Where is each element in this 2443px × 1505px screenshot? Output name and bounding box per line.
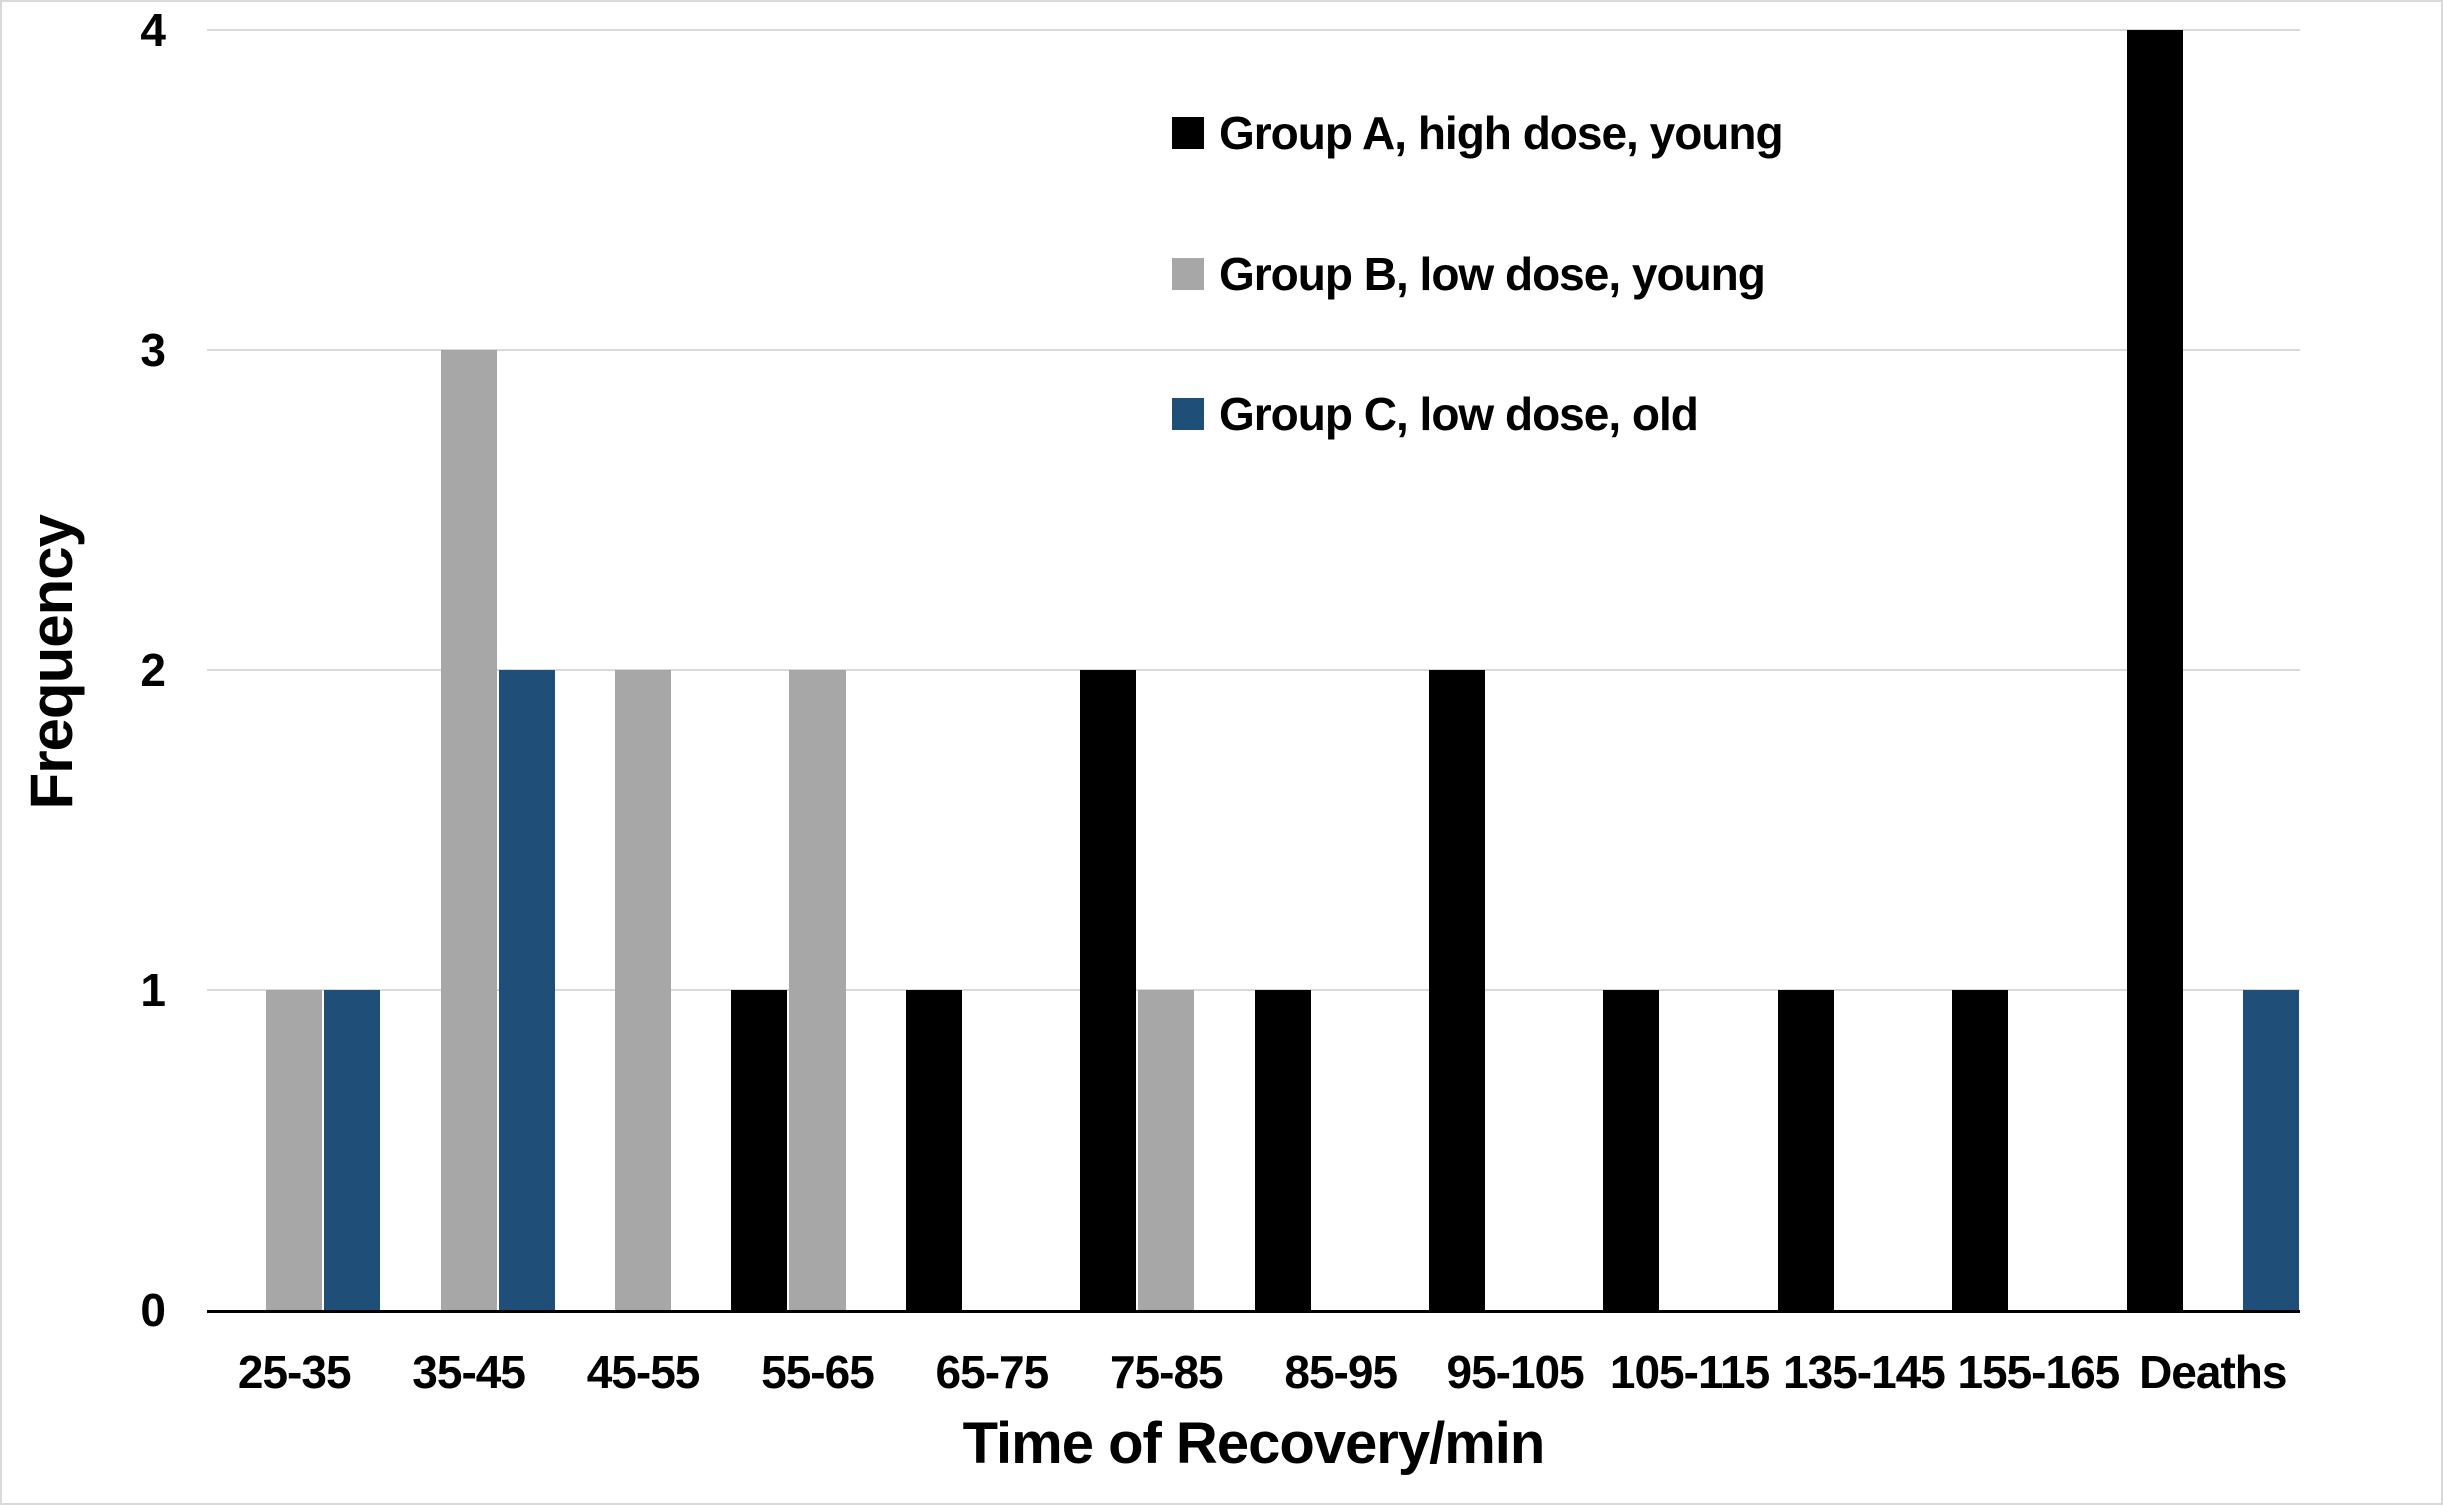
legend-label-group-c: Group C, low dose, old — [1219, 388, 1699, 440]
gridline-y-2 — [207, 669, 2300, 671]
bar-75-85-series-2 — [1138, 990, 1195, 1310]
gridline-y-4 — [207, 29, 2300, 31]
bar-135-145-series-1 — [1777, 990, 1834, 1310]
x-tick-label-Deaths: Deaths — [2139, 1346, 2287, 1398]
bar-35-45-series-3 — [498, 670, 555, 1310]
x-tick-label-75-85: 75-85 — [1109, 1346, 1224, 1398]
x-tick-label-25-35: 25-35 — [237, 1346, 352, 1398]
bar-Deaths-series-1 — [2126, 30, 2183, 1310]
x-tick-label-35-45: 35-45 — [412, 1346, 526, 1398]
bar-55-65-series-1 — [731, 990, 788, 1310]
bar-45-55-series-2 — [614, 670, 672, 1310]
legend-label-group-a: Group A, high dose, young — [1219, 107, 1784, 159]
bar-75-85-series-1 — [1080, 670, 1137, 1310]
gridline-y-1 — [207, 989, 2300, 991]
y-tick-label-2: 2 — [140, 644, 166, 696]
bar-85-95-series-1 — [1254, 990, 1311, 1310]
bar-55-65-series-2 — [789, 670, 846, 1310]
x-tick-label-155-165: 155-165 — [1957, 1346, 2120, 1398]
y-tick-label-0: 0 — [140, 1284, 166, 1336]
plot-area — [207, 29, 2300, 1313]
x-axis-title: Time of Recovery/min — [962, 1411, 1546, 1476]
x-tick-label-55-65: 55-65 — [761, 1346, 875, 1398]
x-tick-label-85-95: 85-95 — [1284, 1346, 1398, 1398]
bar-105-115-series-1 — [1603, 990, 1660, 1310]
x-axis-line — [207, 1310, 2300, 1313]
y-tick-label-3: 3 — [140, 324, 166, 376]
x-tick-label-65-75: 65-75 — [935, 1346, 1050, 1398]
x-tick-label-135-145: 135-145 — [1783, 1346, 1946, 1398]
legend-item-group-b: Group B, low dose, young — [1172, 243, 1766, 305]
legend-label-group-b: Group B, low dose, young — [1219, 248, 1766, 300]
legend-item-group-c: Group C, low dose, old — [1172, 383, 1699, 445]
y-tick-label-4: 4 — [140, 4, 166, 56]
legend-item-group-a: Group A, high dose, young — [1172, 102, 1784, 164]
x-tick-label-45-55: 45-55 — [586, 1346, 701, 1398]
bar-155-165-series-1 — [1952, 990, 2009, 1310]
legend-swatch-group-c — [1172, 398, 1204, 430]
x-tick-label-105-115: 105-115 — [1609, 1346, 1770, 1398]
bar-25-35-series-2 — [266, 990, 323, 1310]
gridline-y-3 — [207, 349, 2300, 351]
bar-35-45-series-2 — [440, 350, 497, 1310]
bar-Deaths-series-3 — [2242, 990, 2299, 1310]
legend-swatch-group-b — [1172, 258, 1204, 290]
x-tick-label-95-105: 95-105 — [1446, 1346, 1584, 1398]
bar-25-35-series-3 — [324, 990, 381, 1310]
bar-65-75-series-1 — [905, 990, 962, 1310]
bar-95-105-series-1 — [1428, 670, 1486, 1310]
legend-swatch-group-a — [1172, 117, 1204, 149]
y-tick-label-1: 1 — [140, 964, 166, 1016]
